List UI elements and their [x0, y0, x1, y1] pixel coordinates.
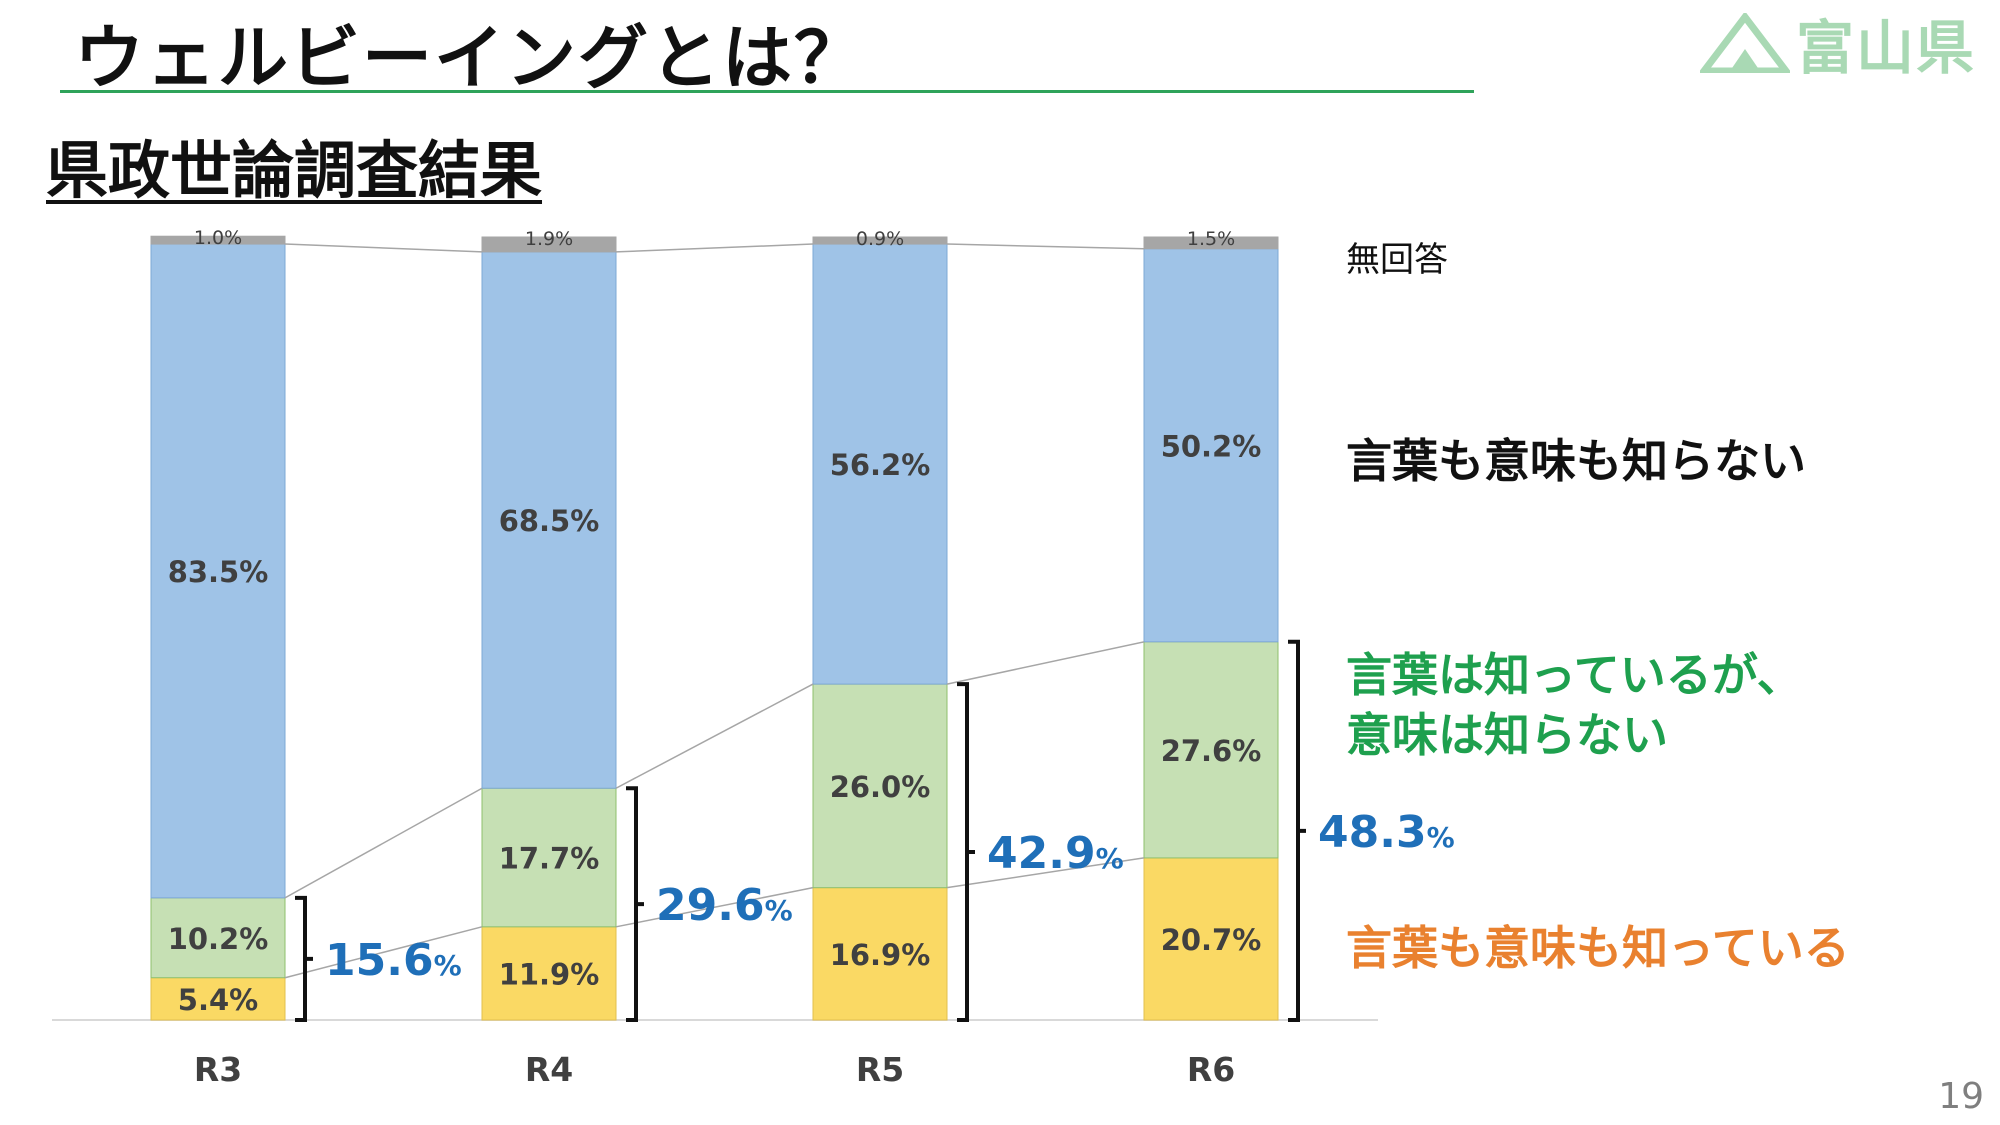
- legend-word-only: 言葉は知っているが、 意味は知らない: [1346, 645, 1803, 765]
- connector-word_only-R5-R6: [946, 641, 1145, 685]
- legend-know: 言葉も意味も知っている: [1346, 921, 1850, 975]
- data-label-word_only-R6: 27.6%: [1161, 734, 1262, 768]
- data-label-no_answer-R3: 1.0%: [194, 227, 242, 249]
- legend-no-answer: 無回答: [1346, 240, 1448, 280]
- connector-word_only-R4-R5: [615, 683, 814, 789]
- awareness-bracket-R5: [957, 682, 975, 1022]
- bar-no_answer-R5: [812, 236, 948, 245]
- connector-word_only-R3-R4: [284, 787, 483, 899]
- connector-know-R4-R5: [615, 886, 814, 928]
- bar-dont_know-R5: [812, 243, 948, 685]
- mountain-logo-icon: [1700, 13, 1790, 73]
- bar-know-R4: [481, 926, 617, 1021]
- connector-dont_know-R3-R4: [284, 243, 483, 253]
- bar-dont_know-R6: [1143, 248, 1279, 643]
- awareness-total-R6: 48.3%: [1318, 807, 1455, 858]
- page-title: ウェルビーイングとは？: [74, 17, 866, 99]
- awareness-total-number: 42.9: [987, 828, 1096, 879]
- legend-word-only-line2: 意味は知らない: [1346, 708, 1668, 762]
- connector-know-R3-R4: [284, 926, 483, 979]
- data-label-dont_know-R5: 56.2%: [830, 448, 931, 482]
- logo-text: 富山県: [1796, 14, 1977, 82]
- connector-know-R5-R6: [946, 857, 1145, 889]
- title-divider: [60, 90, 1474, 93]
- data-label-know-R6: 20.7%: [1161, 923, 1262, 957]
- data-label-word_only-R4: 17.7%: [499, 842, 600, 876]
- x-tick-label-R5: R5: [856, 1050, 904, 1089]
- page-number: 19: [1938, 1076, 1984, 1117]
- data-label-know-R4: 11.9%: [499, 957, 600, 991]
- bar-dont_know-R3: [150, 243, 286, 899]
- awareness-total-number: 48.3: [1318, 807, 1427, 858]
- x-tick-label-R4: R4: [525, 1050, 573, 1089]
- connector-dont_know-R5-R6: [946, 243, 1145, 250]
- data-label-know-R3: 5.4%: [178, 983, 258, 1017]
- x-tick-label-R6: R6: [1187, 1050, 1235, 1089]
- bar-no_answer-R3: [150, 235, 286, 245]
- legend-word-only-line1: 言葉は知っているが、: [1346, 648, 1803, 702]
- bar-dont_know-R4: [481, 251, 617, 789]
- legend-dont-know: 言葉も意味も知らない: [1346, 434, 1806, 488]
- bar-no_answer-R6: [1143, 236, 1279, 250]
- bar-no_answer-R4: [481, 236, 617, 253]
- awareness-bracket-R3: [295, 895, 313, 1022]
- bar-word_only-R3: [150, 897, 286, 979]
- awareness-bracket-R4: [626, 786, 644, 1022]
- data-label-dont_know-R4: 68.5%: [499, 504, 600, 538]
- section-subtitle: 県政世論調査結果: [46, 134, 543, 207]
- awareness-total-unit: %: [1427, 821, 1455, 854]
- data-label-word_only-R5: 26.0%: [830, 770, 931, 804]
- data-label-word_only-R3: 10.2%: [168, 922, 269, 956]
- awareness-total-R5: 42.9%: [987, 828, 1124, 879]
- x-tick-label-R3: R3: [194, 1050, 242, 1089]
- awareness-total-unit: %: [1096, 842, 1124, 875]
- bar-word_only-R6: [1143, 641, 1279, 859]
- data-label-dont_know-R3: 83.5%: [168, 555, 269, 589]
- toyama-logo: 富山県: [1700, 8, 1976, 82]
- awareness-total-R3: 15.6%: [325, 935, 462, 986]
- awareness-total-number: 29.6: [656, 880, 765, 931]
- data-label-dont_know-R6: 50.2%: [1161, 429, 1262, 463]
- data-label-no_answer-R4: 1.9%: [525, 228, 573, 250]
- awareness-total-unit: %: [765, 894, 793, 927]
- bar-word_only-R5: [812, 683, 948, 889]
- bar-know-R3: [150, 977, 286, 1021]
- bar-word_only-R4: [481, 787, 617, 928]
- data-label-no_answer-R5: 0.9%: [856, 228, 904, 250]
- data-label-know-R5: 16.9%: [830, 938, 931, 972]
- data-label-no_answer-R6: 1.5%: [1187, 228, 1235, 250]
- awareness-total-unit: %: [434, 949, 462, 982]
- bar-know-R6: [1143, 857, 1279, 1021]
- bar-know-R5: [812, 887, 948, 1021]
- awareness-bracket-R6: [1288, 639, 1306, 1022]
- connector-dont_know-R4-R5: [615, 243, 814, 253]
- awareness-total-R4: 29.6%: [656, 880, 793, 931]
- awareness-total-number: 15.6: [325, 935, 434, 986]
